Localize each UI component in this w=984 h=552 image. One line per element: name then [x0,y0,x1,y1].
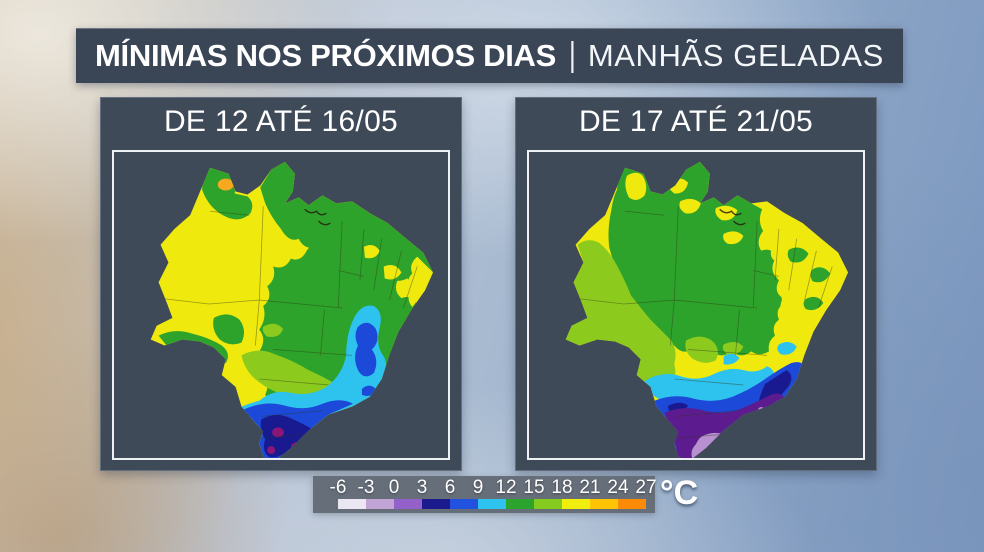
amazon-mouth-rivers [719,208,746,226]
region-lighterpurple-spot-2 [720,453,727,458]
map-frame [112,150,450,460]
scale-segment [506,499,534,509]
region-lightpurple-spot-1 [747,413,756,420]
region-lightpurple-spot-2 [758,407,765,413]
amazon-mouth-rivers [304,208,331,226]
state-boundaries [573,206,833,439]
panel-date-range: DE 12 ATÉ 16/05 [163,105,399,138]
state-boundaries [158,206,418,439]
legend-tick: 21 [579,477,601,498]
scale-segment [590,499,618,509]
region-yellow-ne-patch-1 [363,244,380,259]
region-yellow-roraima [625,172,647,200]
region-green-rondonia [213,314,245,345]
scale-segment [338,499,366,509]
region-yellow-top-patch-4 [723,231,744,245]
region-magenta-spot-2 [290,442,303,453]
map-panel-second-period: DE 17 ATÉ 21/05 [515,97,877,471]
legend-tick: -6 [329,477,347,498]
brazil-temperature-map-1 [150,161,434,458]
scale-segment [366,499,394,509]
region-yellow-top-patch-2 [679,198,701,214]
scale-segment [450,499,478,509]
region-navy-far-south [260,414,313,458]
region-green-roraima-cap [202,167,253,220]
region-orange-roraima-spot [217,178,234,191]
scale-segment [534,499,562,509]
region-lightgreen-center-2 [722,341,744,355]
page-title: MÍNIMAS NOS PRÓXIMOS DIAS [95,38,557,73]
region-blue-minas [355,322,378,377]
page-subtitle: MANHÃS GELADAS [587,38,884,73]
title-bar: MÍNIMAS NOS PRÓXIMOS DIAS | MANHÃS GELAD… [76,28,903,83]
region-green-ne-patch-3 [803,296,824,311]
region-cyan-east-patch [777,341,797,355]
region-magenta-spot-3 [267,446,276,455]
title-separator: | [568,35,576,74]
region-green-ne-patch-1 [787,247,809,263]
legend-tick: 27 [635,477,657,498]
region-green-ne-patch-2 [810,267,831,283]
region-cyan-tongue [723,353,740,365]
region-green-north-mass [608,161,787,356]
region-yellow-east-coast [408,256,434,307]
region-lighterpurple-spot-1 [710,445,717,451]
region-lightgreen-center-1 [685,336,718,363]
scale-segment [562,499,590,509]
legend-tick: 15 [523,477,545,498]
scale-segment [394,499,422,509]
map-panel-first-period: DE 12 ATÉ 16/05 [100,97,462,471]
legend-tick: 18 [551,477,573,498]
temperature-legend: -6 -3 0 3 6 9 12 15 18 21 24 27 [313,476,657,513]
scale-segment [478,499,506,509]
region-green-north-band [260,161,434,291]
legend-tick: 24 [607,477,629,498]
region-lightgreen-west [565,240,676,391]
region-lightgreen-patch [262,323,283,337]
celsius-unit-label: °C [660,474,699,512]
legend-tick: -3 [357,477,375,498]
region-magenta-spot-4 [302,456,310,458]
color-scale-strip [338,499,646,509]
region-yellow-northeast-mass [764,209,849,372]
legend-tick: 3 [416,477,428,498]
legend-tick: 12 [495,477,517,498]
scale-segment [422,499,450,509]
region-magenta-spot-1 [272,427,284,438]
region-yellow-ne-patch-2 [383,264,402,280]
map-frame [527,150,865,460]
legend-tick: 0 [388,477,400,498]
scale-segment [618,499,646,509]
brazil-temperature-map-2 [565,161,849,458]
legend-tick: 9 [472,477,484,498]
panel-date-range: DE 17 ATÉ 21/05 [578,105,814,138]
legend-tick: 6 [444,477,456,498]
